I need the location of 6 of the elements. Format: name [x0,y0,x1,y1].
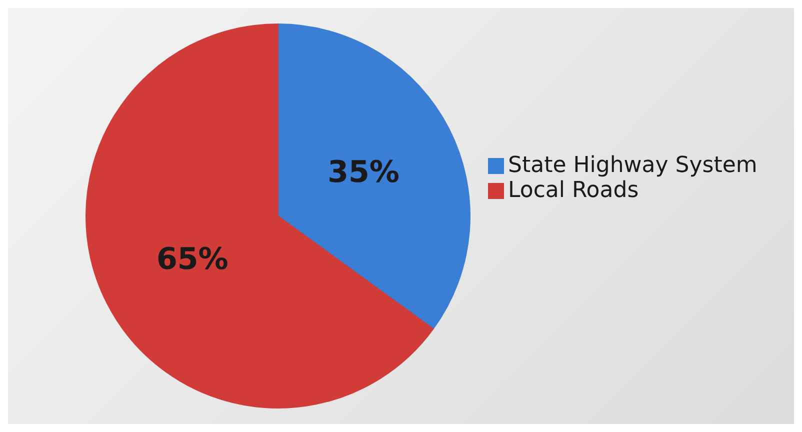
pie-slice [278,24,470,330]
data-label: 35% [328,154,400,190]
legend-label: State Highway System [508,153,758,178]
data-label: 65% [156,242,228,278]
pie-slice [86,24,434,408]
legend-label: Local Roads [508,178,639,203]
